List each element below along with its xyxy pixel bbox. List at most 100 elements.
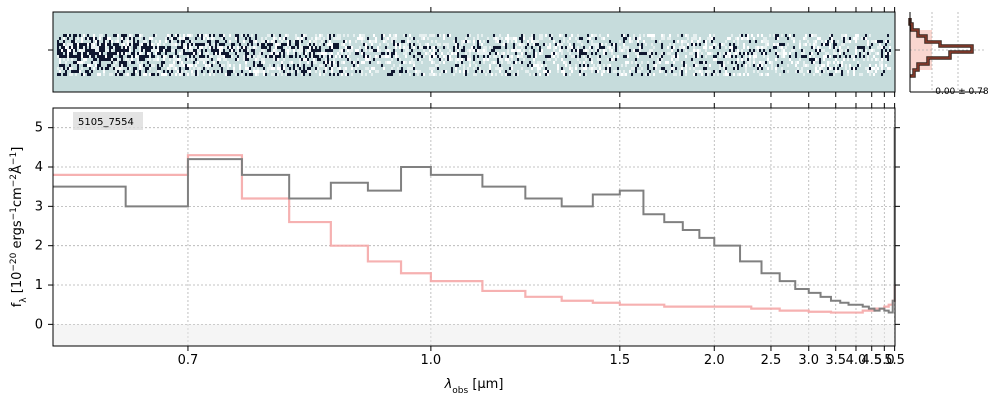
- spectrum-2d-pixel: [387, 73, 389, 76]
- spectrum-2d-pixel: [803, 61, 805, 64]
- spectrum-2d-pixel: [559, 43, 561, 46]
- spectrum-2d-pixel: [399, 70, 401, 73]
- spectrum-2d-pixel: [279, 34, 281, 37]
- spectrum-2d-pixel: [881, 55, 883, 58]
- spectrum-2d-pixel: [605, 49, 607, 52]
- spectrum-2d-pixel: [881, 67, 883, 70]
- spectrum-2d-pixel: [593, 34, 595, 37]
- spectrum-2d-pixel: [153, 58, 155, 61]
- spectrum-2d-pixel: [151, 52, 153, 55]
- spectrum-2d-pixel: [327, 49, 329, 52]
- spectrum-2d-pixel: [619, 46, 621, 49]
- spectrum-2d-pixel: [263, 67, 265, 70]
- spectrum-2d-pixel: [257, 55, 259, 58]
- spectrum-2d-pixel: [161, 61, 163, 64]
- spectrum-2d-pixel: [577, 58, 579, 61]
- spectrum-2d-pixel: [393, 43, 395, 46]
- spectrum-2d-pixel: [517, 73, 519, 76]
- spectrum-2d-pixel: [869, 46, 871, 49]
- spectrum-2d-pixel: [691, 58, 693, 61]
- spectrum-2d-pixel: [709, 70, 711, 73]
- spectrum-2d-pixel: [227, 67, 229, 70]
- spectrum-2d-pixel: [433, 49, 435, 52]
- spectrum-2d-pixel: [211, 34, 213, 37]
- spectrum-2d-pixel: [165, 37, 167, 40]
- spectrum-2d-pixel: [257, 43, 259, 46]
- y-tick-label: 5: [35, 121, 43, 136]
- x-tick-label: 3.0: [798, 353, 819, 368]
- spectrum-2d-pixel: [375, 55, 377, 58]
- spectrum-2d-pixel: [817, 58, 819, 61]
- spectrum-2d-pixel: [193, 73, 195, 76]
- spectrum-2d-pixel: [303, 46, 305, 49]
- spectrum-2d-pixel: [433, 67, 435, 70]
- y-label-mid2: cm: [10, 187, 25, 207]
- spectrum-2d-pixel: [397, 55, 399, 58]
- spectrum-2d-pixel: [789, 55, 791, 58]
- spectrum-2d-pixel: [309, 46, 311, 49]
- spectrum-2d-pixel: [127, 73, 129, 76]
- spectrum-2d-pixel: [313, 46, 315, 49]
- spectrum-2d-pixel: [699, 40, 701, 43]
- spectrum-2d-pixel: [289, 61, 291, 64]
- spectrum-2d-pixel: [705, 43, 707, 46]
- spectrum-2d-pixel: [117, 67, 119, 70]
- spectrum-2d-pixel: [709, 34, 711, 37]
- spectrum-2d-pixel: [209, 64, 211, 67]
- spectrum-2d-pixel: [597, 64, 599, 67]
- spectrum-2d-pixel: [279, 37, 281, 40]
- spectrum-2d-pixel: [565, 61, 567, 64]
- spectrum-2d-pixel: [341, 55, 343, 58]
- spectrum-2d-pixel: [271, 52, 273, 55]
- spectrum-2d-pixel: [83, 58, 85, 61]
- spectrum-2d-pixel: [361, 37, 363, 40]
- spectrum-2d-pixel: [59, 73, 61, 76]
- spectrum-2d-pixel: [227, 64, 229, 67]
- spectrum-2d-pixel: [711, 46, 713, 49]
- spectrum-2d-pixel: [745, 34, 747, 37]
- spectrum-2d-pixel: [581, 37, 583, 40]
- spectrum-2d-pixel: [79, 52, 81, 55]
- spectrum-2d-pixel: [553, 40, 555, 43]
- spectrum-2d-pixel: [261, 61, 263, 64]
- spectrum-2d-pixel: [245, 46, 247, 49]
- spectrum-2d-pixel: [815, 70, 817, 73]
- spectrum-2d-pixel: [407, 46, 409, 49]
- spectrum-2d-pixel: [587, 49, 589, 52]
- spectrum-2d-pixel: [63, 64, 65, 67]
- spectrum-2d-pixel: [295, 55, 297, 58]
- spectrum-2d-pixel: [107, 58, 109, 61]
- spectrum-2d-pixel: [285, 46, 287, 49]
- spectrum-2d-pixel: [173, 37, 175, 40]
- spectrum-2d-pixel: [795, 64, 797, 67]
- spectrum-2d-pixel: [267, 67, 269, 70]
- spectrum-2d-pixel: [387, 52, 389, 55]
- spectrum-2d-pixel: [537, 67, 539, 70]
- spectrum-2d-pixel: [445, 70, 447, 73]
- spectrum-2d-pixel: [715, 70, 717, 73]
- spectrum-2d-pixel: [659, 40, 661, 43]
- spectrum-2d-pixel: [511, 40, 513, 43]
- spectrum-2d-pixel: [81, 55, 83, 58]
- spectrum-2d-pixel: [833, 67, 835, 70]
- histogram-content: [908, 12, 985, 93]
- spectrum-2d-pixel: [483, 46, 485, 49]
- spectrum-2d-pixel: [709, 40, 711, 43]
- spectrum-2d-pixel: [327, 43, 329, 46]
- spectrum-2d-pixel: [131, 52, 133, 55]
- spectrum-2d-pixel: [467, 70, 469, 73]
- spectrum-2d-pixel: [873, 49, 875, 52]
- spectrum-2d-pixel: [585, 73, 587, 76]
- spectrum-2d-pixel: [389, 34, 391, 37]
- spectrum-2d-pixel: [797, 67, 799, 70]
- spectrum-2d-pixel: [487, 52, 489, 55]
- spectrum-2d-pixel: [693, 73, 695, 76]
- spectrum-2d-pixel: [497, 40, 499, 43]
- spectrum-2d-pixel: [387, 43, 389, 46]
- spectrum-2d-pixel: [249, 40, 251, 43]
- spectrum-2d-pixel: [501, 37, 503, 40]
- spectrum-2d-pixel: [369, 70, 371, 73]
- spectrum-2d-pixel: [621, 49, 623, 52]
- spectrum-2d-pixel: [131, 73, 133, 76]
- spectrum-2d-pixel: [119, 67, 121, 70]
